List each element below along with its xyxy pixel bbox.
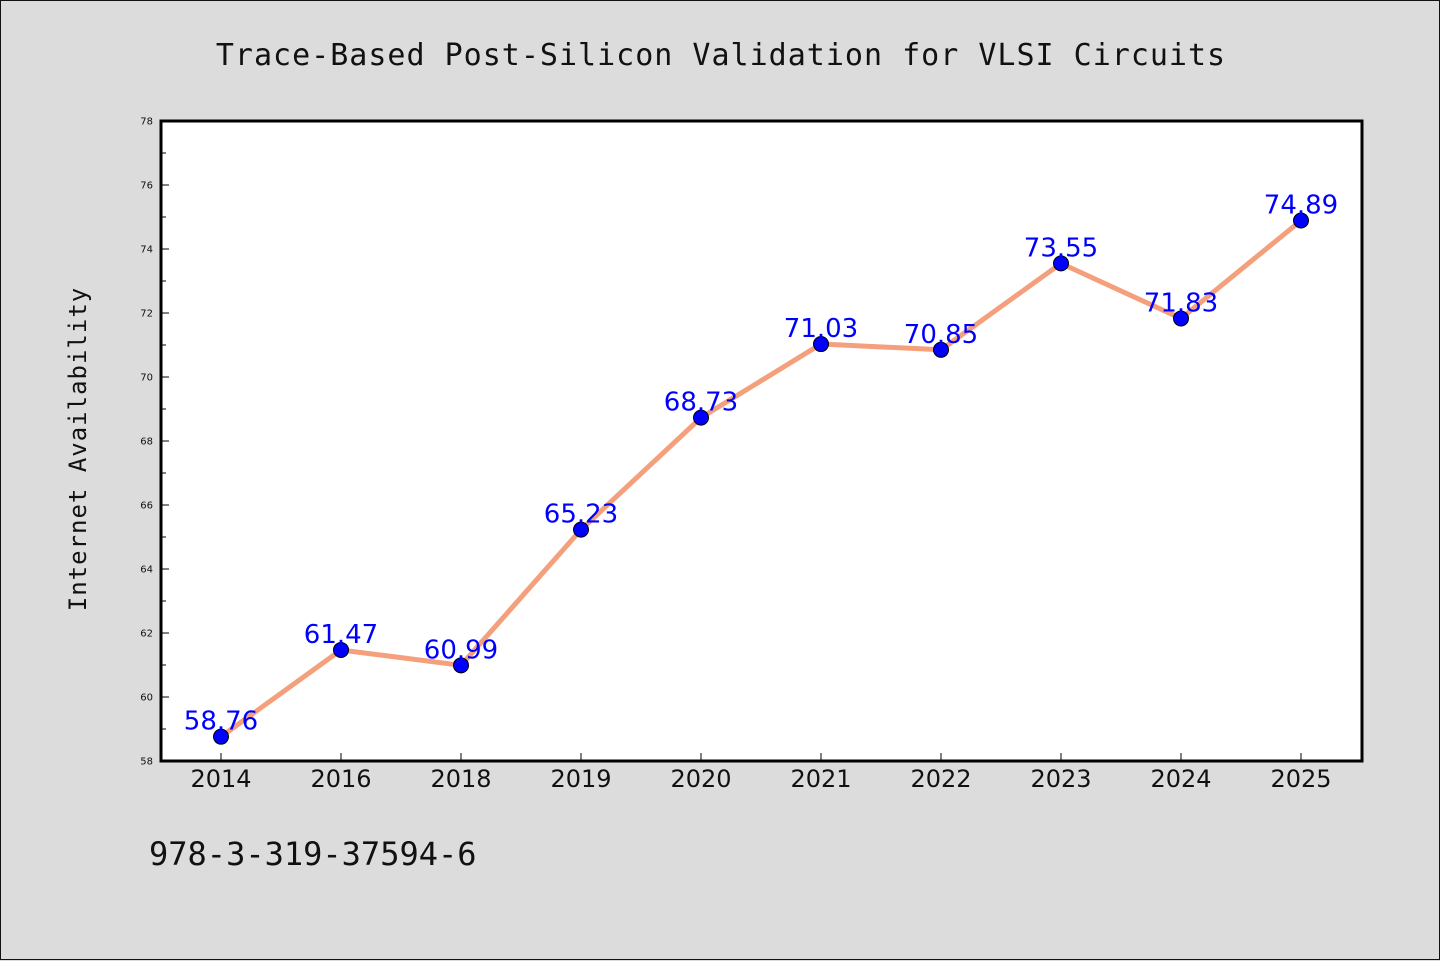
- data-point: [213, 728, 229, 745]
- x-tick-label: 2025: [1270, 765, 1331, 793]
- y-tick-label: 78: [140, 117, 153, 128]
- y-tick-label: 76: [140, 181, 153, 192]
- x-tick-label: 2023: [1030, 765, 1091, 793]
- data-point: [453, 657, 469, 674]
- data-label: 68.73: [664, 388, 738, 418]
- series-layer: [213, 212, 1309, 745]
- data-label: 71.83: [1144, 288, 1218, 318]
- data-point: [813, 336, 829, 353]
- x-axis-ticks: 2014 2016 2018 2019 2020 2021 2022 2023 2024 2025: [190, 753, 1332, 793]
- data-point: [1293, 212, 1309, 229]
- y-tick-label: 64: [140, 565, 153, 576]
- data-label: 58.76: [184, 707, 258, 737]
- data-label: 73.55: [1024, 233, 1098, 263]
- data-label: 61.47: [304, 620, 378, 650]
- y-tick-label: 58: [140, 757, 153, 768]
- x-tick-label: 2016: [310, 765, 371, 793]
- data-label: 65.23: [544, 500, 618, 530]
- data-label: 60.99: [424, 635, 498, 665]
- data-point: [693, 409, 709, 426]
- data-point: [933, 341, 949, 358]
- data-label-layer: 58.76 61.47 60.99 65.23 68.73 71.03 70.85 73.55…: [184, 191, 1338, 737]
- data-point: [573, 521, 589, 538]
- data-label: 74.89: [1264, 191, 1338, 221]
- y-axis-label: Internet Availability: [64, 287, 92, 611]
- x-tick-label: 2018: [430, 765, 491, 793]
- plot-area: [159, 119, 1364, 763]
- y-tick-label: 68: [140, 437, 153, 448]
- x-tick-label: 2024: [1150, 765, 1211, 793]
- data-point: [1053, 255, 1069, 272]
- x-tick-label: 2022: [910, 765, 971, 793]
- data-point: [1173, 310, 1189, 327]
- y-tick-label: 72: [140, 309, 153, 320]
- y-tick-label: 70: [140, 373, 153, 384]
- series-line: [218, 218, 1304, 740]
- y-tick-label: 66: [140, 501, 153, 512]
- isbn-text: 978-3-319-37594-6: [149, 835, 477, 873]
- y-tick-label: 74: [140, 245, 153, 256]
- y-tick-label: 62: [140, 629, 153, 640]
- data-point: [333, 641, 349, 658]
- data-label: 71.03: [784, 314, 858, 344]
- x-tick-label: 2020: [670, 765, 731, 793]
- data-label: 70.85: [904, 320, 978, 350]
- y-tick-label: 60: [140, 693, 153, 704]
- y-axis-ticks: 58 60 62 64 66 68 70 72 74 76 78: [140, 117, 169, 768]
- x-tick-label: 2019: [550, 765, 611, 793]
- chart-title: Trace-Based Post-Silicon Validation for …: [216, 38, 1226, 73]
- x-tick-label: 2021: [790, 765, 851, 793]
- x-tick-label: 2014: [190, 765, 251, 793]
